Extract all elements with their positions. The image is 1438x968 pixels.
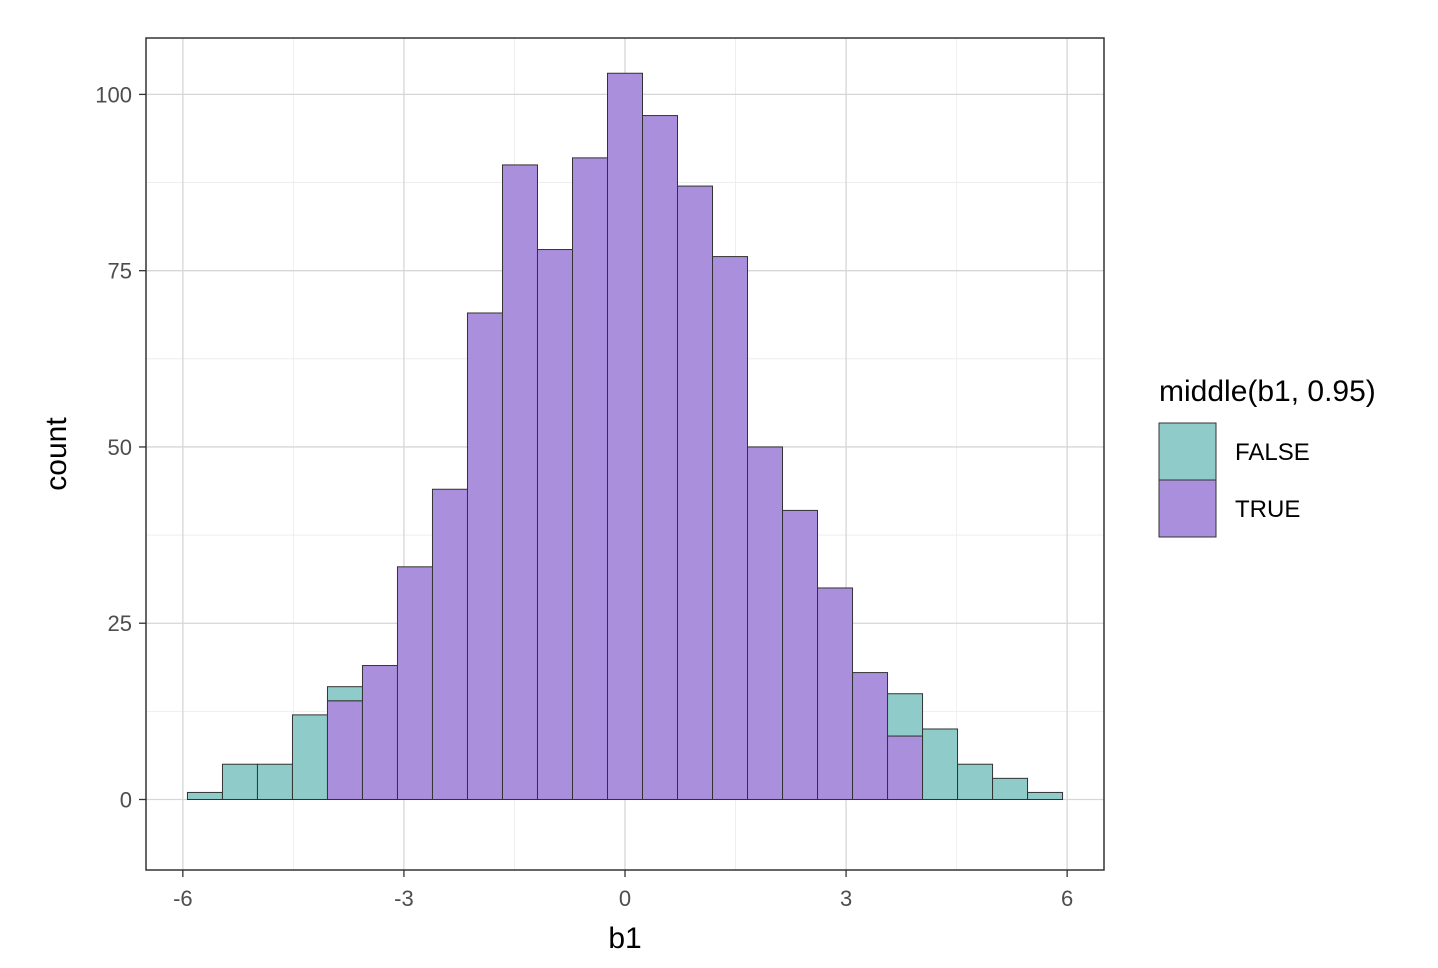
bar-true: [712, 256, 749, 800]
y-tick-label: 75: [108, 259, 132, 284]
bar-true: [501, 164, 538, 800]
bar-true: [747, 446, 784, 800]
legend-label-true: TRUE: [1235, 496, 1300, 523]
bar-true: [642, 115, 679, 800]
x-axis-title: b1: [608, 922, 641, 955]
bar-true: [571, 157, 608, 800]
histogram-bars: [186, 72, 1064, 800]
y-tick-label: 100: [95, 82, 132, 107]
y-axis-ticks: 0 25 50 75 100: [95, 82, 146, 812]
x-tick-label: 6: [1061, 886, 1073, 911]
x-tick-label: 3: [840, 886, 852, 911]
x-axis-ticks: -6 -3 0 3 6: [173, 870, 1073, 911]
legend-title: middle(b1, 0.95): [1159, 375, 1376, 408]
legend-label-false: FALSE: [1235, 439, 1310, 466]
bar-false: [887, 693, 924, 737]
bar-true: [361, 665, 398, 800]
bar-true: [396, 566, 433, 800]
legend-key-false: [1158, 422, 1217, 481]
bar-false: [1027, 791, 1064, 800]
legend-items: FALSE TRUE: [1158, 422, 1310, 538]
x-tick-label: 0: [619, 886, 631, 911]
y-tick-label: 0: [120, 787, 132, 812]
bar-true: [887, 735, 924, 800]
y-axis-title: count: [40, 417, 73, 491]
bar-false: [186, 791, 223, 800]
bar-false: [326, 686, 363, 702]
bar-true: [782, 509, 819, 800]
bar-true: [536, 249, 573, 800]
bar-false: [221, 763, 258, 800]
x-tick-label: -3: [394, 886, 414, 911]
bar-true: [852, 672, 889, 800]
y-tick-label: 50: [108, 435, 132, 460]
bar-true: [431, 488, 468, 800]
legend-key-true: [1158, 479, 1217, 538]
bar-false: [992, 777, 1029, 800]
bar-true: [606, 72, 644, 800]
bar-true: [677, 185, 714, 800]
bar-false: [256, 763, 293, 800]
legend: middle(b1, 0.95) FALSE TRUE: [1158, 375, 1376, 538]
bar-false: [922, 728, 959, 800]
bar-true: [326, 700, 363, 800]
x-tick-label: -6: [173, 886, 193, 911]
bar-false: [291, 714, 328, 800]
y-tick-label: 25: [108, 611, 132, 636]
bar-true: [466, 312, 503, 800]
bar-true: [817, 587, 854, 800]
bar-false: [957, 763, 994, 800]
